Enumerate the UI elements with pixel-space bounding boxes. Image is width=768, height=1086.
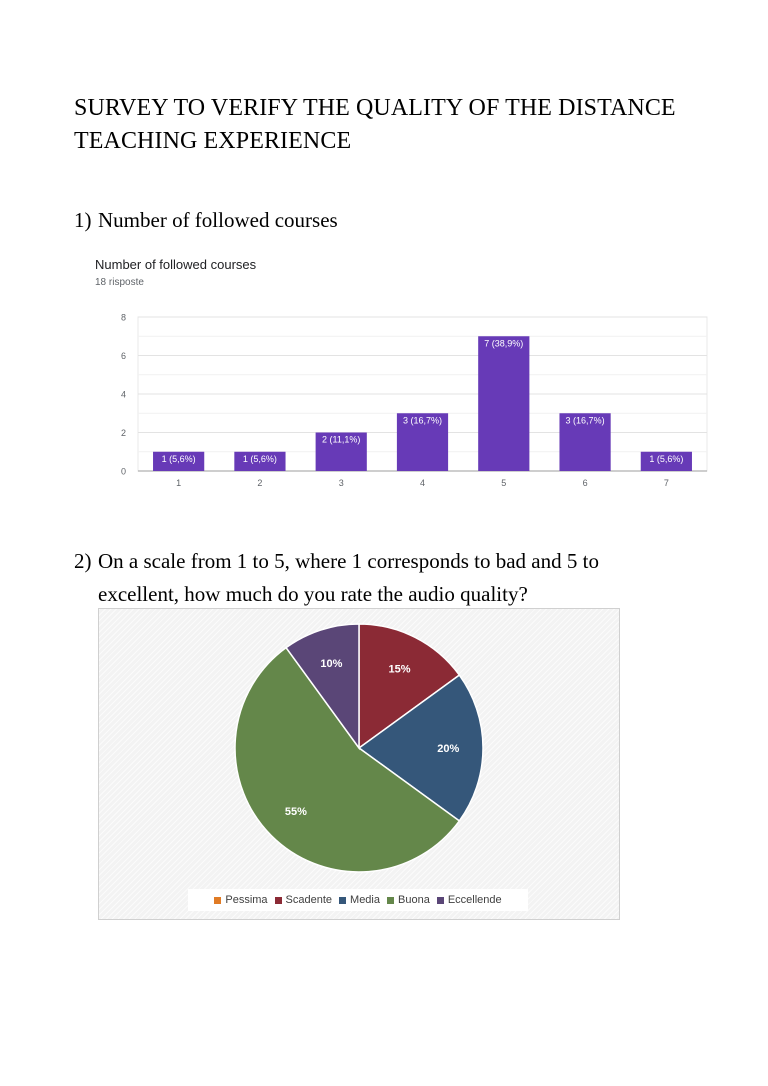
pie-data-label: 20% [437,743,459,755]
legend-item: Scadente [274,894,333,906]
legend-item: Media [339,894,380,906]
bar [234,451,286,471]
bar-data-label: 3 (16,7%) [403,415,442,425]
bar-chart-card: 0 2 4 6 8 1 (5,6%) 1 1 (5,6%) 2 2 (11,1%) 3 3 (16,7… [84,248,724,498]
y-tick-label: 8 [121,313,126,323]
pie-data-label: 15% [388,664,410,676]
bar-data-label: 1 (5,6%) [243,454,277,464]
question-2: 2) On a scale from 1 to 5, where 1 corres… [74,545,694,611]
x-tick-label: 7 [664,478,669,488]
question-1-text: Number of followed courses [98,208,338,232]
document-title: SURVEY TO VERIFY THE QUALITY OF THE DIST… [74,95,676,154]
pie-slice [357,674,484,822]
bar [559,413,611,471]
question-1-number: 1) [74,208,92,232]
legend-swatch [339,896,347,904]
bar [315,432,367,471]
pie-slice [285,623,360,751]
legend-swatch [436,896,444,904]
legend-swatch [214,896,222,904]
bar-data-label: 3 (16,7%) [566,415,605,425]
legend-label: Buona [398,894,430,906]
pie-chart: 0%15%20%55%10% [234,623,484,873]
legend-item: Pessima [214,894,268,906]
x-tick-label: 3 [339,478,344,488]
bar-data-label: 2 (11,1%) [322,435,360,445]
legend-item: Eccellende [436,894,502,906]
pie-data-label: 55% [285,806,307,818]
legend-swatch [387,896,394,904]
pie-chart-card: 0%15%20%55%10% Pessima Scadente Media Bu… [98,608,620,920]
legend-label: Eccellende [447,894,502,906]
y-tick-label: 2 [121,428,126,438]
x-tick-label: 2 [257,478,262,488]
bar-data-label: 1 (5,6%) [649,454,683,464]
x-tick-label: 6 [583,478,588,488]
bar-data-label: 7 (38,9%) [484,338,523,348]
y-tick-label: 6 [121,351,126,361]
legend-label: Scadente [285,894,333,906]
question-2-line-1: On a scale from 1 to 5, where 1 correspo… [98,549,599,573]
bar [640,451,692,471]
question-1: 1) Number of followed courses [74,204,338,237]
y-tick-label: 4 [121,390,126,400]
bar [396,413,449,471]
bar-chart: 0 2 4 6 8 1 (5,6%) 1 1 (5,6%) 2 2 (11,1%) 3 3 (16,7… [121,313,708,488]
x-tick-label: 1 [176,478,181,488]
legend-label: Pessima [225,894,268,906]
x-tick-label: 5 [501,478,506,488]
bar-chart-subtitle: 18 risposte [95,277,144,288]
pie-data-label: 10% [320,658,342,670]
legend-label: Media [350,894,380,906]
pie-slice [234,646,461,873]
pie-slice [358,623,461,750]
bar-data-label: 1 (5,6%) [162,454,196,464]
x-tick-label: 4 [420,478,425,488]
bar-chart-title: Number of followed courses [95,257,257,272]
question-2-line-2: excellent, how much do you rate the audi… [98,582,528,606]
pie-legend: Pessima Scadente Media Buona Eccellende [188,889,528,911]
question-2-number: 2) [74,549,92,573]
legend-item: Buona [387,894,430,906]
y-tick-label: 0 [121,467,126,477]
bar [153,451,205,471]
legend-swatch [274,896,282,904]
bar [478,336,530,471]
